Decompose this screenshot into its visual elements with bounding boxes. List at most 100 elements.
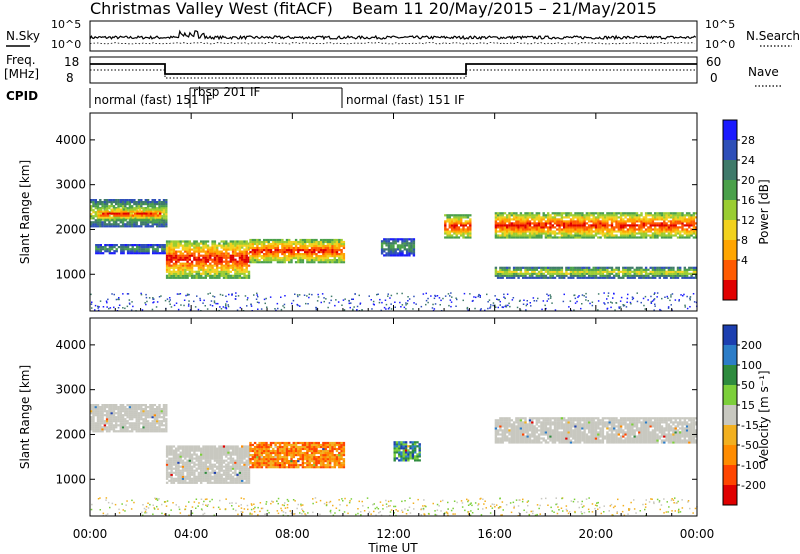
power-echo-region — [494, 266, 698, 279]
colorbar-swatch — [723, 160, 737, 181]
y-tick-label: 4000 — [55, 338, 86, 352]
colorbar-tick-label: -15 — [741, 419, 759, 432]
freq-panel: Freq. [MHz] 18 8 60 0 Nave — [4, 53, 782, 87]
noise-tick-right-bottom: 10^0 — [705, 38, 735, 51]
power-echo-region — [97, 208, 162, 221]
colorbar-tick-label: 24 — [741, 154, 755, 167]
power-echo-region — [494, 212, 698, 239]
freq-label-line1: Freq. — [6, 53, 36, 67]
colorbar-tick-label: -200 — [741, 479, 766, 492]
velocity-echo-region — [249, 441, 346, 469]
colorbar-tick-label: 16 — [741, 194, 755, 207]
colorbar-swatch — [723, 365, 737, 386]
colorbar-swatch — [723, 445, 737, 466]
velocity-echo-region — [494, 417, 698, 444]
power-colorbar: 28 24 20 16 12 8 4 Power [dB] — [722, 119, 771, 301]
power-echo-region — [95, 244, 168, 255]
colorbar-swatch — [723, 345, 737, 366]
colorbar-swatch — [723, 180, 737, 201]
velocity-ylabel: Slant Range [km] — [18, 365, 32, 469]
cpid-label: CPID — [6, 89, 38, 103]
colorbar-tick-label: 8 — [741, 234, 748, 247]
velocity-panel-frame — [89, 317, 698, 517]
velocity-echo-region — [90, 404, 168, 433]
colorbar-swatch — [723, 325, 737, 346]
power-ylabel: Slant Range [km] — [18, 160, 32, 264]
power-echo-region — [249, 238, 346, 264]
power-echo-region — [444, 214, 472, 239]
y-tick-label: 3000 — [55, 383, 86, 397]
velocity-colorbar-label: Velocity [m s⁻¹] — [757, 370, 771, 463]
y-tick-label: 4000 — [55, 133, 86, 147]
colorbar-tick-label: 4 — [741, 254, 748, 267]
y-tick-label: 2000 — [55, 427, 86, 441]
y-tick-label: 1000 — [55, 267, 86, 281]
nave-tick-top: 60 — [706, 55, 721, 69]
power-panel: Slant Range [km] 1000 2000 3000 4000 — [18, 112, 698, 312]
nave-tick-bottom: 0 — [710, 71, 718, 85]
colorbar-tick-label: 28 — [741, 134, 755, 147]
plot-title-left: Christmas Valley West (fitACF) — [90, 0, 333, 18]
colorbar-swatch — [723, 260, 737, 281]
colorbar-swatch — [723, 140, 737, 161]
x-tick-label: 00:00 — [73, 527, 108, 541]
cpid-segment-2: rbsp 201 IF — [193, 85, 260, 99]
nave-label: Nave — [748, 65, 779, 79]
colorbar-swatch — [723, 485, 737, 506]
freq-tick-bottom: 8 — [66, 71, 74, 85]
colorbar-tick-label: 15 — [741, 399, 755, 412]
colorbar-swatch — [723, 200, 737, 221]
colorbar-tick-label: 100 — [741, 359, 762, 372]
velocity-colorbar: 200 100 50 15 -15 -50 -100 -200 Velocity [m s⁻¹… — [722, 324, 771, 506]
colorbar-tick-label: 12 — [741, 214, 755, 227]
nsearch-label: N.Search — [746, 29, 800, 43]
y-tick-label: 2000 — [55, 222, 86, 236]
freq-panel-frame — [89, 56, 698, 84]
cpid-segment-3: normal (fast) 151 IF — [346, 93, 465, 107]
x-tick-label: 04:00 — [174, 527, 209, 541]
noise-trace — [89, 29, 697, 45]
noise-panel-frame — [89, 20, 698, 52]
x-tick-label: 00:00 — [680, 527, 715, 541]
velocity-panel: Slant Range [km] 1000 2000 3000 4000 — [18, 317, 698, 517]
noise-tick-left-top: 10^5 — [51, 18, 81, 31]
colorbar-tick-label: 200 — [741, 339, 762, 352]
colorbar-swatch — [723, 385, 737, 406]
x-tick-label: 20:00 — [579, 527, 614, 541]
x-axis-label: Time UT — [367, 541, 418, 554]
colorbar-swatch — [723, 280, 737, 301]
x-axis-ticks: 00:00 04:00 08:00 12:00 16:00 20:00 00:00 — [73, 113, 715, 541]
colorbar-tick-label: -50 — [741, 439, 759, 452]
cpid-segment-1: normal (fast) 151 IF — [94, 93, 213, 107]
colorbar-swatch — [723, 425, 737, 446]
nsky-label: N.Sky — [6, 29, 40, 43]
cpid-panel: CPID normal (fast) 151 IF rbsp 201 IF no… — [6, 85, 465, 108]
velocity-y-ticks: 1000 2000 3000 4000 — [55, 338, 697, 486]
colorbar-tick-label: 20 — [741, 174, 755, 187]
power-echoes — [90, 199, 698, 312]
colorbar-tick-label: -100 — [741, 459, 766, 472]
velocity-scatter — [90, 497, 698, 517]
velocity-echo-region — [393, 441, 421, 462]
x-tick-label: 12:00 — [376, 527, 411, 541]
colorbar-swatch — [723, 405, 737, 426]
noise-tick-left-bottom: 10^0 — [51, 38, 81, 51]
x-tick-label: 16:00 — [477, 527, 512, 541]
y-tick-label: 1000 — [55, 472, 86, 486]
x-tick-label: 08:00 — [275, 527, 310, 541]
plot-title-right: Beam 11 20/May/2015 – 21/May/2015 — [352, 0, 657, 18]
freq-tick-top: 18 — [64, 55, 79, 69]
power-colorbar-label: Power [dB] — [757, 179, 771, 244]
noise-tick-right-top: 10^5 — [705, 18, 735, 31]
freq-trace — [90, 63, 697, 75]
nsky-trace — [89, 29, 697, 41]
colorbar-tick-label: 50 — [741, 379, 755, 392]
noise-panel: N.Sky 10^5 10^0 10^5 10^0 N.Search — [6, 18, 800, 52]
colorbar-swatch — [723, 220, 737, 241]
power-y-ticks: 1000 2000 3000 4000 — [55, 133, 697, 281]
freq-label-line2: [MHz] — [4, 67, 39, 81]
velocity-echoes — [90, 404, 698, 517]
y-tick-label: 3000 — [55, 178, 86, 192]
colorbar-swatch — [723, 465, 737, 486]
